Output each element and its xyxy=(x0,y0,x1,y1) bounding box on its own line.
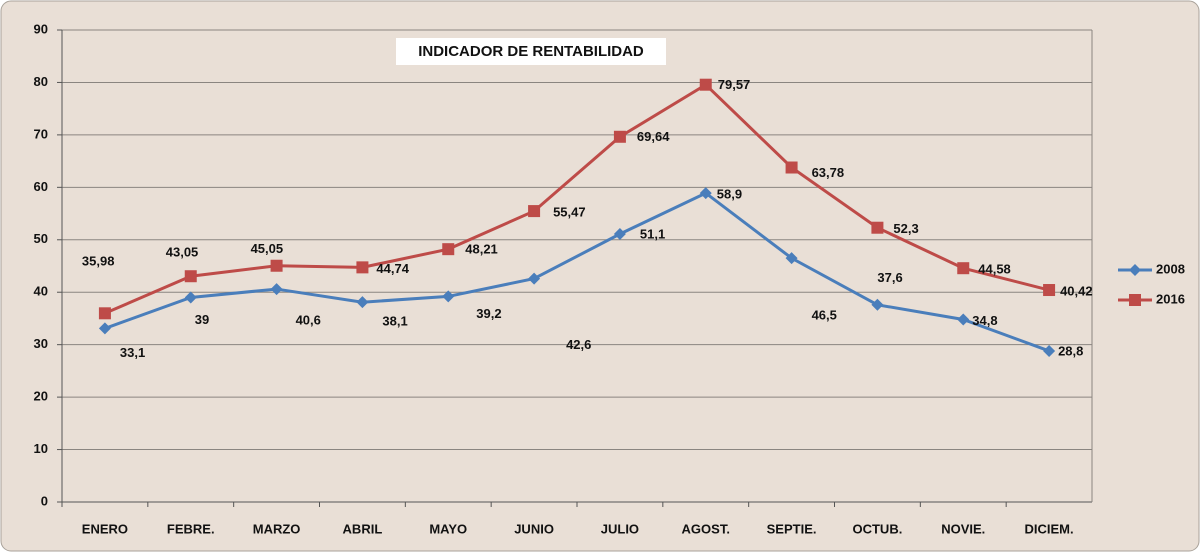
x-tick-label: SEPTIE. xyxy=(767,521,817,536)
y-tick-label: 80 xyxy=(34,74,48,89)
y-tick-label: 90 xyxy=(34,21,48,36)
point-marker xyxy=(442,243,455,256)
data-label: 37,6 xyxy=(877,270,902,285)
data-label: 79,57 xyxy=(718,77,751,92)
y-tick-label: 60 xyxy=(34,179,48,194)
series-line xyxy=(104,82,1050,315)
data-label: 52,3 xyxy=(893,221,918,236)
point-marker xyxy=(785,252,798,265)
legend-marker xyxy=(1129,294,1141,306)
data-label: 63,78 xyxy=(812,165,845,180)
y-tick-label: 40 xyxy=(34,284,48,299)
y-tick-label: 30 xyxy=(34,336,48,351)
y-tick-label: 20 xyxy=(34,389,48,404)
point-marker xyxy=(613,130,626,143)
series-line xyxy=(104,191,1050,353)
title-box xyxy=(396,38,666,65)
point-marker xyxy=(871,221,884,234)
point-marker xyxy=(98,307,111,320)
point-marker xyxy=(699,187,712,200)
data-label: 42,6 xyxy=(566,337,591,352)
x-tick-label: MARZO xyxy=(253,521,301,536)
data-label: 48,21 xyxy=(465,242,498,257)
legend-label: 2016 xyxy=(1156,291,1185,306)
point-marker xyxy=(613,228,626,241)
data-label: 58,9 xyxy=(717,187,742,202)
data-label: 39,2 xyxy=(476,306,501,321)
data-label: 38,1 xyxy=(382,314,407,329)
data-label: 40,6 xyxy=(296,313,321,328)
point-marker xyxy=(871,298,884,311)
data-label: 33,1 xyxy=(120,345,145,360)
point-marker xyxy=(1043,344,1056,357)
point-marker xyxy=(356,296,369,309)
data-label: 44,74 xyxy=(376,261,409,276)
data-label: 69,64 xyxy=(637,129,670,144)
point-marker xyxy=(1043,284,1056,297)
data-label: 55,47 xyxy=(553,205,586,220)
x-tick-label: JUNIO xyxy=(514,521,554,536)
point-marker xyxy=(184,291,197,304)
x-tick-label: FEBRE. xyxy=(167,521,215,536)
point-marker xyxy=(270,259,283,272)
legend-marker xyxy=(1129,264,1141,276)
data-label: 34,8 xyxy=(972,313,997,328)
y-tick-label: 10 xyxy=(34,441,48,456)
point-marker xyxy=(184,270,197,283)
point-marker xyxy=(442,290,455,303)
x-tick-label: ABRIL xyxy=(343,521,383,536)
chart-title: INDICADOR DE RENTABILIDAD xyxy=(418,43,644,60)
x-tick-label: MAYO xyxy=(429,521,467,536)
legend-label: 2008 xyxy=(1156,261,1185,276)
x-tick-label: DICIEM. xyxy=(1025,521,1074,536)
point-marker xyxy=(957,313,970,326)
data-label: 51,1 xyxy=(640,226,665,241)
data-label: 45,05 xyxy=(251,241,284,256)
x-tick-label: OCTUB. xyxy=(852,521,902,536)
data-label: 28,8 xyxy=(1058,343,1083,358)
data-label: 35,98 xyxy=(82,254,115,269)
y-tick-label: 50 xyxy=(34,231,48,246)
point-marker xyxy=(528,272,541,285)
x-tick-label: JULIO xyxy=(601,521,639,536)
data-label: 43,05 xyxy=(166,245,199,260)
point-marker xyxy=(528,205,541,218)
point-marker xyxy=(785,161,798,174)
y-tick-label: 0 xyxy=(41,493,48,508)
x-tick-label: AGOST. xyxy=(682,521,730,536)
point-marker xyxy=(957,262,970,275)
point-marker xyxy=(699,78,712,91)
data-label: 46,5 xyxy=(812,308,837,323)
x-tick-label: ENERO xyxy=(82,521,128,536)
data-label: 44,58 xyxy=(978,262,1011,277)
x-tick-label: NOVIE. xyxy=(941,521,985,536)
data-label: 39 xyxy=(195,312,209,327)
point-marker xyxy=(98,322,111,335)
y-tick-label: 70 xyxy=(34,126,48,141)
point-marker xyxy=(270,283,283,296)
point-marker xyxy=(356,261,369,274)
data-label: 40,42 xyxy=(1060,283,1093,298)
